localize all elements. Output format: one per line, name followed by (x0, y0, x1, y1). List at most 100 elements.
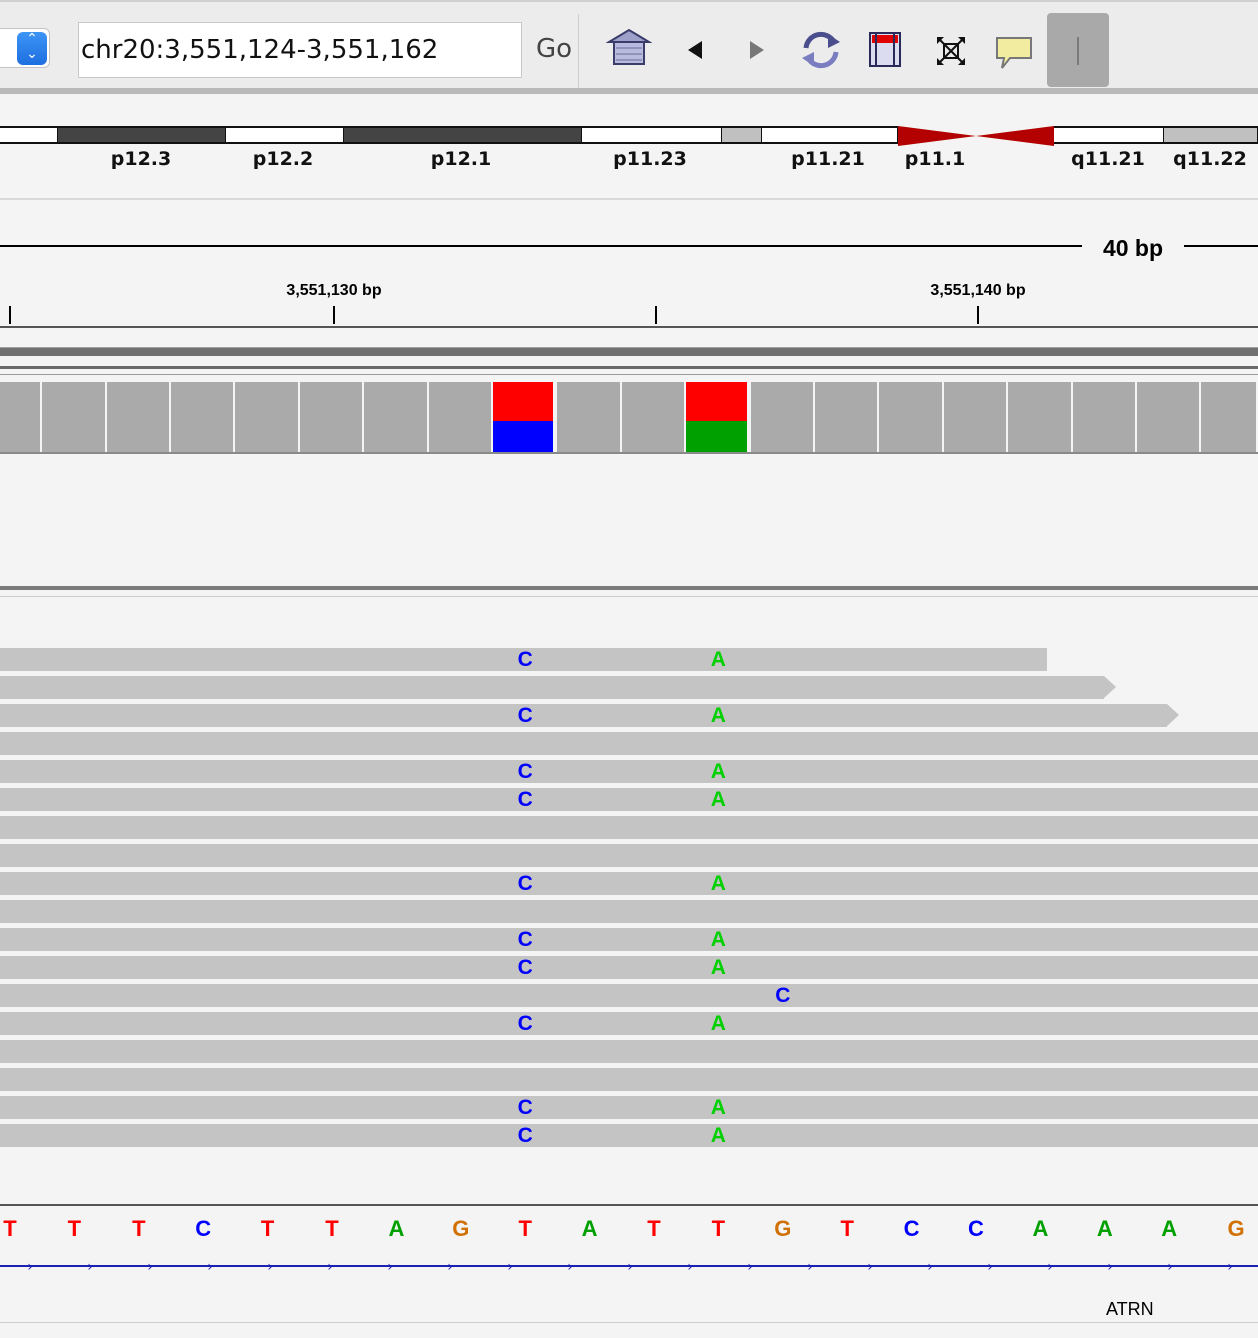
popup-info-icon[interactable] (994, 34, 1036, 74)
forward-arrow-icon[interactable] (746, 38, 768, 62)
coverage-bar[interactable] (1201, 382, 1258, 452)
read-alignment[interactable] (0, 1068, 1258, 1091)
coverage-bar[interactable] (557, 382, 622, 452)
ruler-line-icon[interactable] (1047, 13, 1109, 87)
coverage-bar[interactable] (686, 382, 751, 452)
coverage-bar[interactable] (107, 382, 171, 452)
strand-arrow-icon: › (807, 1259, 813, 1275)
reference-base: G (452, 1216, 470, 1241)
read-alignment[interactable] (0, 1040, 1258, 1063)
read-alignment[interactable] (0, 648, 1047, 671)
read-strand-arrow (1167, 704, 1179, 726)
mismatch-base: A (710, 1096, 726, 1119)
coverage-bar[interactable] (364, 382, 429, 452)
strand-arrow-icon: › (447, 1259, 453, 1275)
read-alignment[interactable] (0, 676, 1104, 699)
strand-arrow-icon: › (1107, 1259, 1113, 1275)
read-alignment[interactable] (0, 984, 1258, 1007)
mismatch-base: C (517, 648, 533, 671)
read-alignment[interactable] (0, 928, 1258, 951)
coverage-bar[interactable] (879, 382, 944, 452)
strand-arrow-icon: › (1047, 1259, 1053, 1275)
read-alignment[interactable] (0, 760, 1258, 783)
mismatch-base: A (710, 956, 726, 979)
allele-fraction-segment (686, 382, 747, 421)
coverage-bar[interactable] (0, 382, 42, 452)
read-alignment[interactable] (0, 816, 1258, 839)
reference-base: T (325, 1216, 339, 1241)
mismatch-base: C (517, 1124, 533, 1147)
cytoband-label: p11.23 (613, 148, 687, 170)
chromosome-ideogram[interactable]: p12.3 p12.2 p12.1 p11.23 p11.21 p11.1 q11.21 q1… (0, 94, 1258, 200)
reference-base: A (1161, 1216, 1178, 1241)
tick-label: 3,551,130 bp (286, 282, 382, 299)
ruler-track: 40 bp 3,551,130 bp 3,551,140 bp (0, 198, 1258, 330)
mismatch-base: C (517, 872, 533, 895)
resize-to-window-icon[interactable] (934, 34, 968, 68)
centromere-band (898, 126, 976, 146)
reference-base: T (711, 1216, 726, 1241)
tick-label: 3,551,140 bp (930, 282, 1026, 299)
span-line (1184, 245, 1258, 247)
locus-search-input[interactable] (78, 22, 522, 78)
mismatch-base: A (710, 928, 726, 951)
read-alignment[interactable] (0, 844, 1258, 867)
read-alignment[interactable] (0, 704, 1167, 727)
mismatch-base: A (710, 872, 726, 895)
coverage-bar[interactable] (429, 382, 493, 452)
coverage-bar[interactable] (1008, 382, 1073, 452)
coverage-bar[interactable] (300, 382, 364, 452)
read-alignment[interactable] (0, 788, 1258, 811)
allele-fraction-segment (493, 420, 553, 452)
read-alignment[interactable] (0, 872, 1258, 895)
region-of-interest-icon[interactable] (866, 30, 906, 70)
toolbar-divider (0, 88, 1258, 94)
coverage-bar[interactable] (42, 382, 107, 452)
genome-dropdown[interactable]: ⌃ ⌄ (0, 28, 50, 68)
tick-mark (977, 306, 979, 324)
coverage-bar[interactable] (235, 382, 300, 452)
back-arrow-icon[interactable] (684, 38, 706, 62)
coverage-bar[interactable] (815, 382, 879, 452)
cytoband-label: q11.21 (1071, 148, 1145, 170)
read-strand-arrow (1104, 676, 1116, 698)
read-alignment[interactable] (0, 1012, 1258, 1035)
read-alignment[interactable] (0, 732, 1258, 755)
tick-mark (333, 306, 335, 324)
reference-base: A (1096, 1216, 1113, 1241)
cytoband (722, 126, 762, 144)
strand-arrow-icon: › (567, 1259, 573, 1275)
coverage-track[interactable] (0, 382, 1258, 454)
strand-arrow-icon: › (147, 1259, 153, 1275)
coverage-bar[interactable] (1073, 382, 1137, 452)
reference-base: C (195, 1216, 212, 1241)
coverage-bar[interactable] (171, 382, 235, 452)
coverage-bar[interactable] (1137, 382, 1201, 452)
cytoband-label: p11.1 (904, 148, 966, 170)
cytoband (58, 126, 226, 144)
span-label: 40 bp (1102, 235, 1164, 261)
read-alignment[interactable] (0, 1124, 1258, 1147)
coverage-bar[interactable] (622, 382, 686, 452)
cytoband (582, 126, 722, 144)
coverage-bar[interactable] (493, 382, 557, 452)
refresh-icon[interactable] (798, 28, 844, 72)
cytoband-label: p12.1 (430, 148, 492, 170)
coverage-bar[interactable] (751, 382, 815, 452)
coverage-bar[interactable] (944, 382, 1008, 452)
sequence-separator (0, 1204, 1258, 1206)
mismatch-base: A (710, 1012, 726, 1035)
cytoband (762, 126, 898, 144)
strand-arrow-icon: › (327, 1259, 333, 1275)
read-alignment[interactable] (0, 956, 1258, 979)
tick-mark (655, 306, 657, 324)
read-alignment[interactable] (0, 900, 1258, 923)
gene-feature-line[interactable] (0, 1265, 1258, 1267)
home-icon[interactable] (606, 28, 652, 68)
mismatch-base: C (517, 704, 533, 727)
go-button[interactable]: Go (536, 34, 573, 64)
mismatch-base: A (710, 648, 726, 671)
cytoband (1164, 126, 1258, 144)
read-alignment[interactable] (0, 1096, 1258, 1119)
